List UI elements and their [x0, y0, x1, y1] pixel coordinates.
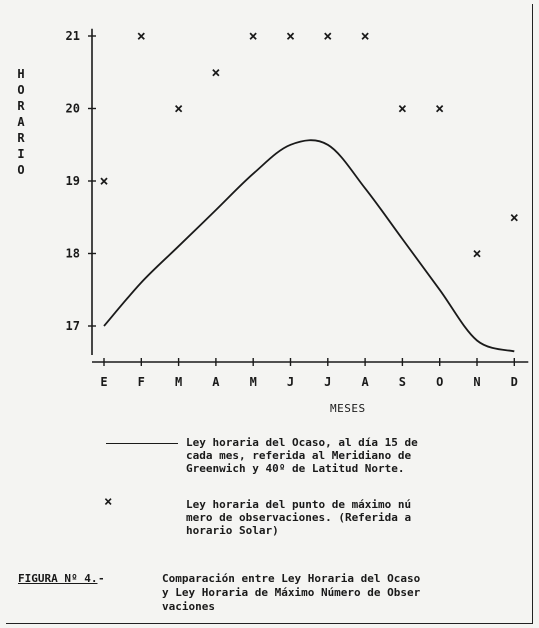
series-marker-x: ×	[137, 27, 146, 45]
y-axis-label: HORARIO	[17, 67, 25, 177]
x-axis-label: MESES	[330, 402, 366, 415]
page-frame	[6, 4, 533, 624]
y-tick-label: 20	[66, 102, 80, 116]
series-marker-x: ×	[99, 172, 108, 190]
x-tick-label: J	[287, 375, 294, 389]
x-tick-label: M	[175, 375, 182, 389]
x-tick-label: J	[324, 375, 331, 389]
x-tick-label: A	[212, 375, 220, 389]
series-marker-x: ×	[249, 27, 258, 45]
legend-line-swatch	[106, 443, 178, 444]
series-marker-x: ×	[323, 27, 332, 45]
series-markers: × × × × × × × × × × × ×	[99, 27, 518, 263]
series-marker-x: ×	[472, 245, 481, 263]
chart: 17 18 19 20 21 E F M A M J J A S O N D × × × × × × × × × × × ×	[66, 27, 529, 389]
series-marker-x: ×	[398, 100, 407, 118]
x-tick-label: M	[250, 375, 257, 389]
figure-caption: Comparación entre Ley Horaria del Ocaso …	[162, 572, 421, 613]
y-tick-label: 19	[66, 174, 80, 188]
x-tick-label: O	[436, 375, 443, 389]
x-tick-label: N	[473, 375, 480, 389]
figure-number: FIGURA Nº 4.	[18, 572, 98, 585]
legend-marker-text: Ley horaria del punto de máximo nú mero …	[186, 498, 412, 537]
y-tick-label: 21	[66, 29, 80, 43]
series-marker-x: ×	[174, 100, 183, 118]
legend-marker-swatch: ×	[104, 494, 113, 510]
series-marker-x: ×	[435, 100, 444, 118]
x-tick-label: S	[399, 375, 406, 389]
series-marker-x: ×	[211, 63, 220, 81]
series-marker-x: ×	[361, 27, 370, 45]
y-ticks: 17 18 19 20 21	[66, 29, 96, 333]
x-tick-label: E	[100, 375, 107, 389]
figure-separator: -	[98, 572, 105, 585]
x-tick-label: D	[511, 375, 518, 389]
y-tick-label: 18	[66, 247, 80, 261]
series-marker-x: ×	[286, 27, 295, 45]
series-marker-x: ×	[510, 208, 519, 226]
y-tick-label: 17	[66, 319, 80, 333]
chart-axes	[91, 28, 529, 363]
series-line-ocaso	[103, 139, 515, 353]
x-tick-label: F	[138, 375, 145, 389]
legend-line-text: Ley horaria del Ocaso, al día 15 de cada…	[186, 436, 418, 475]
x-tick-label: A	[361, 375, 369, 389]
